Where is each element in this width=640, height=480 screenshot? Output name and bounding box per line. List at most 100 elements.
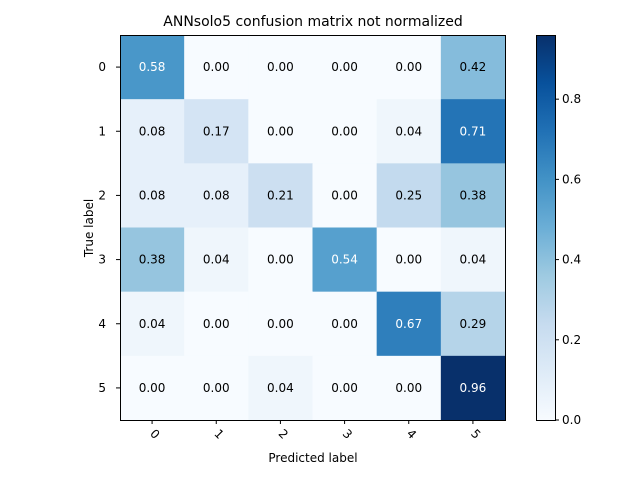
colorbar: 0.0 0.2 0.4 0.6 0.8 <box>536 35 581 427</box>
x-tick-label: 5 <box>468 427 483 442</box>
cell-value-label: 0.04 <box>139 317 166 331</box>
x-tick-label: 4 <box>404 427 419 442</box>
heatmap-cell <box>376 355 442 421</box>
cell-value-label: 0.00 <box>395 60 422 74</box>
heatmap-cell <box>248 35 313 100</box>
x-tick-label: 2 <box>276 427 291 442</box>
cell-value-label: 0.00 <box>203 381 230 395</box>
heatmap-cell <box>376 227 442 293</box>
heatmap-cell <box>184 163 249 228</box>
chart-title: ANNsolo5 confusion matrix not normalized <box>163 14 462 30</box>
heatmap-cell <box>440 35 506 100</box>
cell-value-label: 0.00 <box>331 317 358 331</box>
y-tick-label: 2 <box>98 188 106 202</box>
cell-value-label: 0.96 <box>460 381 487 395</box>
cell-value-label: 0.08 <box>203 188 230 202</box>
heatmap-cell <box>120 99 185 164</box>
cell-value-label: 0.29 <box>460 317 487 331</box>
cell-value-label: 0.25 <box>395 188 422 202</box>
cell-value-label: 0.00 <box>267 253 294 267</box>
heatmap-cell <box>312 163 378 228</box>
cell-value-label: 0.21 <box>267 188 294 202</box>
heatmap-cell <box>184 35 249 100</box>
colorbar-tick-label: 0.8 <box>562 92 581 106</box>
heatmap-cell <box>248 99 313 164</box>
cell-value-label: 0.08 <box>139 124 166 138</box>
heatmap-cell <box>120 355 185 421</box>
cell-value-label: 0.38 <box>139 253 166 267</box>
heatmap-cell <box>440 291 506 357</box>
heatmap-cell <box>376 99 442 164</box>
cell-value-label: 0.04 <box>203 253 230 267</box>
colorbar-tick-label: 0.2 <box>562 333 581 347</box>
cell-value-label: 0.00 <box>331 124 358 138</box>
y-tick-label: 0 <box>98 60 106 74</box>
cell-value-label: 0.00 <box>331 188 358 202</box>
heatmap-cell <box>248 227 313 293</box>
colorbar-tick-label: 0.0 <box>562 413 581 427</box>
heatmap-cell <box>376 291 442 357</box>
cell-value-label: 0.00 <box>203 317 230 331</box>
heatmap-cell <box>312 227 378 293</box>
cell-value-label: 0.00 <box>395 381 422 395</box>
heatmap-cell <box>184 227 249 293</box>
y-tick-label: 5 <box>98 381 106 395</box>
heatmap-cell <box>440 163 506 228</box>
cell-value-label: 0.58 <box>139 60 166 74</box>
y-tick-label: 3 <box>98 253 106 267</box>
heatmap-cell <box>184 99 249 164</box>
heatmap-cell <box>248 163 313 228</box>
colorbar-tick-label: 0.4 <box>562 253 581 267</box>
heatmap-cell <box>120 35 185 100</box>
colorbar-ticks: 0.0 0.2 0.4 0.6 0.8 <box>555 92 581 427</box>
plot-frame <box>120 35 506 421</box>
cell-value-label: 0.67 <box>395 317 422 331</box>
colorbar-tick-label: 0.6 <box>562 172 581 186</box>
cell-value-label: 0.04 <box>460 253 487 267</box>
cell-value-label: 0.08 <box>139 188 166 202</box>
cell-value-label: 0.04 <box>267 381 294 395</box>
cell-value-label: 0.00 <box>331 381 358 395</box>
cell-value-label: 0.00 <box>331 60 358 74</box>
cell-value-label: 0.00 <box>267 60 294 74</box>
heatmap-cell <box>312 99 378 164</box>
x-tick-label: 0 <box>147 427 162 442</box>
cell-value-label: 0.54 <box>331 253 358 267</box>
heatmap-cell <box>440 99 506 164</box>
y-tick-label: 4 <box>98 317 106 331</box>
x-axis-label: Predicted label <box>268 451 357 465</box>
heatmap-cell <box>312 291 378 357</box>
heatmap-cell <box>440 355 506 421</box>
cell-value-label: 0.71 <box>460 124 487 138</box>
heatmap-cell <box>312 35 378 100</box>
colorbar-gradient <box>536 35 555 420</box>
cell-value-label: 0.00 <box>395 253 422 267</box>
heatmap-cell <box>120 227 185 293</box>
heatmap-cell <box>184 355 249 421</box>
cell-value-label: 0.00 <box>139 381 166 395</box>
heatmap-cell <box>248 355 313 421</box>
cell-value-label: 0.00 <box>267 124 294 138</box>
x-tick-label: 3 <box>340 427 355 442</box>
cell-value-label: 0.00 <box>267 317 294 331</box>
colorbar-frame <box>536 35 556 421</box>
cell-value-label: 0.17 <box>203 124 230 138</box>
heatmap-cell <box>120 163 185 228</box>
cell-value-label: 0.42 <box>460 60 487 74</box>
cell-value-label: 0.00 <box>203 60 230 74</box>
heatmap-cell <box>184 291 249 357</box>
heatmap-cell <box>248 291 313 357</box>
heatmap-cell <box>376 35 442 100</box>
y-axis-ticks: 0 1 2 3 4 5 <box>98 60 120 395</box>
heatmap-cell <box>376 163 442 228</box>
x-tick-label: 1 <box>211 427 226 442</box>
cell-value-label: 0.38 <box>460 188 487 202</box>
heatmap-cells: 0.58 0.00 0.00 0.00 0.00 0.42 0.08 0.17 0.00 0.00… <box>120 35 506 421</box>
heatmap-cell <box>312 355 378 421</box>
y-axis-label: True label <box>82 199 96 258</box>
y-tick-label: 1 <box>98 124 106 138</box>
cell-value-label: 0.04 <box>395 124 422 138</box>
x-axis-ticks: 0 1 2 3 4 5 <box>147 420 483 442</box>
heatmap-cell <box>440 227 506 293</box>
